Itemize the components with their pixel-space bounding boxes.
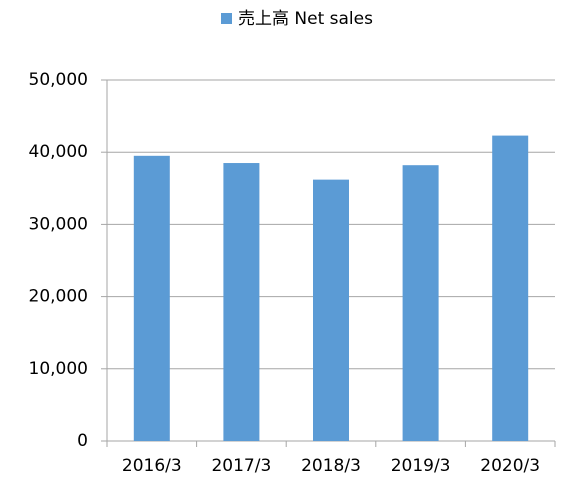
y-tick-label: 20,000	[29, 287, 88, 307]
y-tick-label: 50,000	[29, 70, 88, 90]
bar	[313, 179, 349, 442]
x-tick-label: 2020/3	[480, 456, 540, 476]
bar	[402, 165, 439, 442]
x-tick-label: 2016/3	[122, 456, 182, 476]
y-tick-label: 40,000	[29, 142, 88, 162]
bar	[133, 155, 170, 441]
bar	[223, 163, 260, 441]
x-tick-label: 2019/3	[391, 456, 451, 476]
x-tick-label: 2018/3	[301, 456, 361, 476]
y-tick-label: 30,000	[29, 214, 88, 234]
legend-swatch	[221, 13, 232, 24]
y-tick-label: 0	[77, 431, 88, 451]
bar	[492, 135, 529, 441]
x-tick-label: 2017/3	[211, 456, 271, 476]
legend-label: 売上高 Net sales	[238, 9, 373, 29]
y-tick-label: 10,000	[29, 359, 88, 379]
